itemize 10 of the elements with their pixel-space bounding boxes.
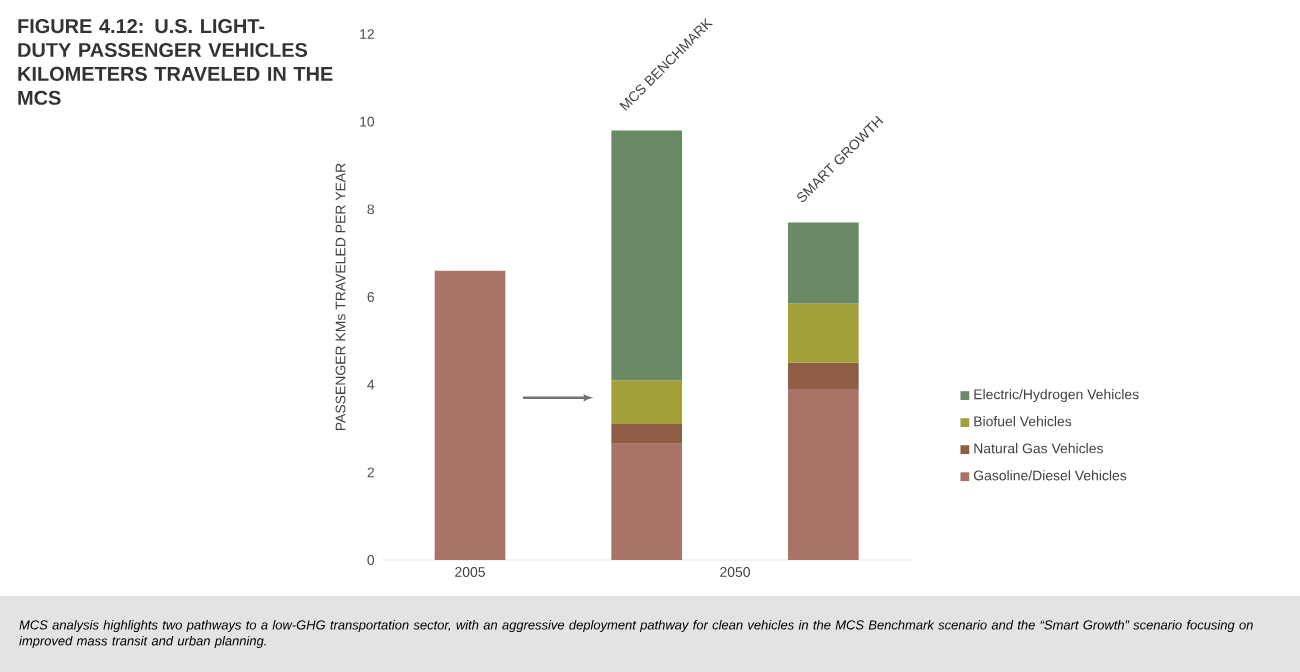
- bar: [611, 424, 683, 444]
- bar: [788, 389, 859, 560]
- text: FIGURE 4.12: U.S. LIGHT-DUTY PASSENGER VEHICLES KILOMETERS TRAVELED IN THE MCS: [18, 19, 333, 105]
- bar: [611, 130, 683, 381]
- bar: [788, 222, 859, 304]
- bar: [788, 303, 859, 363]
- bar: [788, 362, 859, 390]
- bar: [434, 270, 506, 560]
- bar: [611, 443, 683, 560]
- bar: [611, 380, 683, 425]
